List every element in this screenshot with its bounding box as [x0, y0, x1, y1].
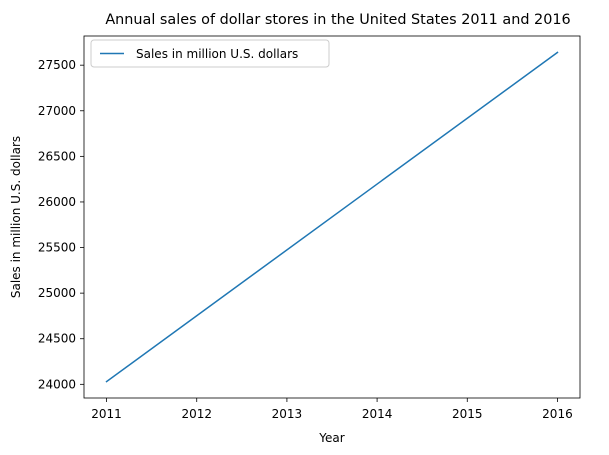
- plot-area: [105, 51, 559, 383]
- y-tick-label: 25000: [38, 286, 76, 300]
- y-tick-label: 24500: [38, 332, 76, 346]
- series-line-0: [105, 51, 559, 383]
- x-tick-label: 2016: [542, 407, 573, 421]
- x-tick-label: 2015: [452, 407, 483, 421]
- y-tick-label: 26000: [38, 195, 76, 209]
- x-tick-label: 2014: [362, 407, 393, 421]
- x-tick-label: 2013: [272, 407, 303, 421]
- y-tick-label: 26500: [38, 149, 76, 163]
- y-tick-label: 25500: [38, 241, 76, 255]
- legend: Sales in million U.S. dollars: [90, 39, 330, 68]
- y-tick-label: 27000: [38, 104, 76, 118]
- y-tick-label: 27500: [38, 58, 76, 72]
- y-axis: 24000 24500 25000 25500 26000 26500 27000 27500: [38, 58, 84, 391]
- x-tick-label: 2012: [181, 407, 212, 421]
- y-tick-label: 24000: [38, 377, 76, 391]
- legend-box: [90, 39, 330, 68]
- legend-label: Sales in million U.S. dollars: [136, 47, 298, 61]
- x-axis: 2011 2012 2013 2014 2015 2016: [91, 398, 573, 421]
- y-axis-label: Sales in million U.S. dollars: [9, 136, 23, 298]
- chart-title: Annual sales of dollar stores in the Uni…: [105, 12, 570, 28]
- plot-frame: [83, 35, 581, 399]
- x-axis-label: Year: [318, 431, 344, 445]
- x-tick-label: 2011: [91, 407, 122, 421]
